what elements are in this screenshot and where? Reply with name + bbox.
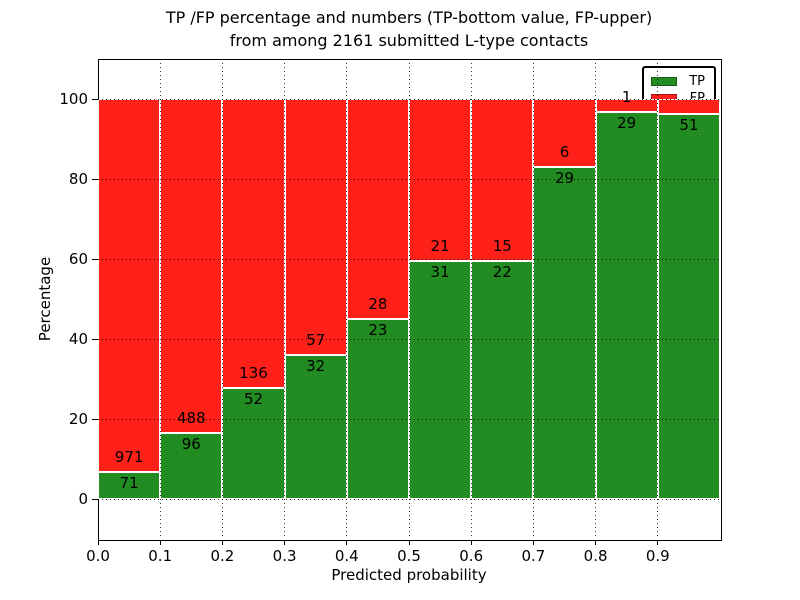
gridline-vertical [346, 59, 348, 539]
x-tick-label: 0.0 [86, 547, 110, 565]
fp-count-label: 971 [114, 447, 144, 466]
bar-segment-fp [222, 99, 285, 389]
tp-count-label: 29 [554, 169, 575, 188]
gridline-vertical [595, 59, 597, 539]
x-tick-label: 0.1 [148, 547, 173, 565]
y-tick-mark [92, 498, 98, 500]
bar-segment-fp [160, 99, 223, 434]
fp-count-label: 488 [176, 409, 206, 428]
bar-segment-tp [222, 388, 285, 499]
bar-segment-fp [346, 99, 409, 319]
bar-segment-tp [595, 112, 658, 499]
x-tick-label: 0.9 [645, 547, 670, 565]
fp-count-label: 28 [368, 294, 388, 313]
x-tick-label: 0.8 [583, 547, 608, 565]
fp-count-label: 57 [306, 331, 326, 349]
chart-title-line-2: from among 2161 submitted L-type contact… [229, 31, 589, 50]
fp-count-label: 6 [559, 143, 570, 162]
x-tick-label: 0.5 [397, 547, 421, 565]
bar-segment-fp [533, 99, 596, 168]
x-tick-mark [470, 540, 472, 545]
tp-count-label: 29 [617, 114, 637, 133]
x-tick-label: 0.3 [272, 547, 297, 565]
x-tick-label: 0.2 [210, 547, 235, 565]
bar-segment-tp [471, 261, 534, 499]
tp-count-label: 51 [679, 116, 699, 135]
x-tick-mark [595, 540, 597, 545]
tp-legend-swatch [651, 77, 677, 86]
fp-count-label: 21 [430, 236, 450, 255]
bar-segment-fp [595, 99, 658, 113]
y-tick-label: 60 [68, 250, 88, 268]
bar-segment-fp [657, 99, 720, 115]
bar-segment-tp [284, 355, 347, 499]
y-tick-label: 0 [78, 490, 88, 508]
bar-segment-tp [657, 114, 720, 499]
legend-item-tp: TP [651, 73, 705, 90]
y-tick-mark [92, 98, 98, 100]
x-tick-mark [532, 540, 534, 545]
y-tick-label: 20 [68, 410, 88, 428]
gridline-vertical [221, 59, 223, 539]
tp-count-label: 96 [181, 435, 201, 454]
x-tick-mark [284, 540, 286, 545]
tp-count-label: 71 [119, 473, 139, 492]
tp-count-label: 32 [306, 357, 326, 375]
y-tick-mark [92, 338, 98, 340]
y-tick-label: 100 [59, 90, 88, 108]
bar-segment-fp [98, 99, 161, 472]
x-tick-label: 0.4 [334, 547, 359, 565]
chart-title-line-1: TP /FP percentage and numbers (TP-bottom… [165, 8, 653, 27]
bar-segment-fp [471, 99, 534, 261]
tp-count-label: 31 [430, 262, 450, 281]
gridline-vertical [408, 59, 410, 539]
y-axis-label: Percentage [36, 256, 54, 342]
x-axis-label: Predicted probability [331, 566, 487, 584]
fp-count-label: 15 [492, 237, 512, 255]
gridline-vertical [470, 59, 472, 539]
x-tick-mark [657, 540, 659, 545]
y-tick-label: 40 [68, 330, 88, 348]
x-tick-mark [97, 540, 99, 545]
bar-segment-tp [346, 318, 409, 499]
tp-count-label: 22 [492, 263, 512, 281]
bar-segment-fp [284, 99, 347, 355]
y-tick-mark [92, 418, 98, 420]
gridline-vertical [532, 59, 534, 539]
x-tick-mark [221, 540, 223, 545]
gridline-vertical [159, 59, 161, 539]
x-tick-label: 0.7 [521, 547, 546, 565]
tp-count-label: 52 [243, 390, 264, 409]
gridline-vertical [284, 59, 286, 539]
tp-legend-label: TP [689, 74, 705, 89]
x-tick-mark [346, 540, 348, 545]
y-tick-mark [92, 178, 98, 180]
x-tick-label: 0.6 [459, 547, 484, 565]
bar-segment-tp [160, 433, 223, 499]
x-tick-mark [159, 540, 161, 545]
bar-segment-fp [409, 99, 472, 261]
bar-segment-tp [533, 167, 596, 499]
fp-count-label: 1 [621, 88, 632, 107]
bar-segment-tp [98, 471, 161, 499]
gridline-vertical [657, 59, 659, 539]
y-tick-label: 80 [68, 170, 88, 188]
fp-count-label: 136 [239, 364, 268, 383]
x-tick-mark [408, 540, 410, 545]
tp-count-label: 23 [368, 320, 388, 339]
y-tick-mark [92, 258, 98, 260]
bar-segment-tp [409, 260, 472, 499]
